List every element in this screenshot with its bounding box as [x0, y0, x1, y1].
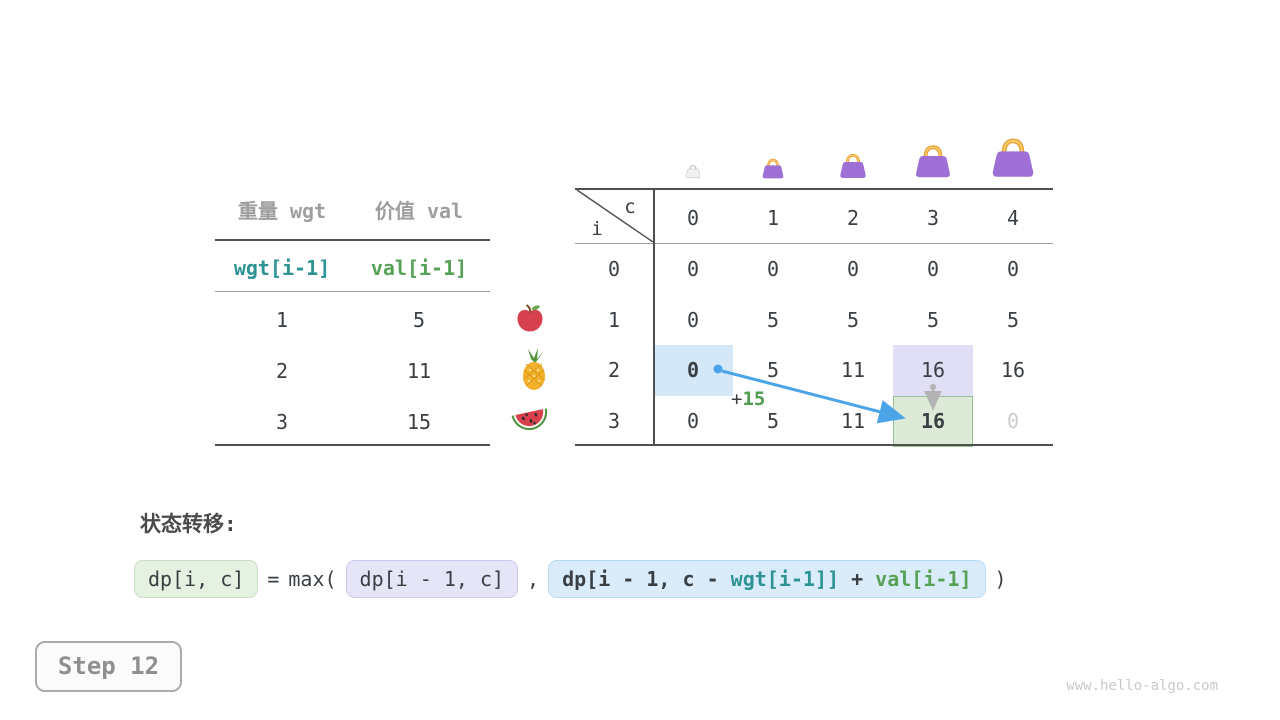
formula-term2-dp: dp[i - 1, c - — [562, 567, 731, 591]
dp-cell: 0 — [686, 257, 700, 281]
formula-close-paren: ) — [994, 567, 1007, 591]
item-2-value: 11 — [406, 359, 432, 383]
dp-cell: 0 — [686, 308, 700, 332]
dp-col-header: 1 — [766, 206, 780, 230]
items-formula-val: val[i-1] — [370, 256, 468, 280]
dp-row-label: 1 — [607, 308, 621, 332]
dp-cell: 5 — [1006, 308, 1020, 332]
dp-cell: 5 — [926, 308, 940, 332]
formula-term1-box: dp[i - 1, c] — [345, 560, 519, 598]
dp-cell: 0 — [846, 257, 860, 281]
dp-col-header: 4 — [1006, 206, 1020, 230]
formula-term2-val: val[i-1] — [875, 567, 972, 591]
items-table-rule-top — [215, 239, 490, 241]
watermelon-icon — [511, 408, 548, 431]
items-header-value: 价值 val — [374, 199, 464, 223]
dp-cell: 0 — [686, 409, 700, 433]
formula-term2-plus: + — [839, 567, 876, 591]
item-1-weight: 1 — [275, 308, 289, 332]
transition-formula: dp[i, c] = max( dp[i - 1, c] , dp[i - 1,… — [134, 560, 1007, 598]
pineapple-icon — [522, 348, 546, 390]
dp-cell-current: 16 — [920, 409, 946, 433]
bag-icon — [992, 138, 1034, 177]
bag-icon — [840, 153, 866, 178]
formula-term2-box: dp[i - 1, c - wgt[i-1]] + val[i-1] — [548, 560, 986, 598]
dp-cell-pending: 0 — [1006, 409, 1020, 433]
dp-cell-source: 0 — [686, 358, 700, 382]
dp-cell: 5 — [846, 308, 860, 332]
item-1-value: 5 — [412, 308, 426, 332]
dp-cell: 5 — [766, 308, 780, 332]
dp-cell: 11 — [840, 409, 866, 433]
dp-cell: 16 — [1000, 358, 1026, 382]
items-table-rule-mid — [215, 291, 490, 292]
dp-cell: 11 — [840, 358, 866, 382]
dp-rule-top — [575, 188, 1053, 190]
step-badge: Step 12 — [35, 641, 182, 692]
formula-max-open: max( — [288, 567, 337, 591]
apple-icon — [517, 304, 543, 332]
item-3-weight: 3 — [275, 410, 289, 434]
transition-value-annotation: +15 — [731, 388, 765, 410]
plus-sign: + — [731, 388, 743, 410]
item-2-weight: 2 — [275, 359, 289, 383]
dp-col-header: 3 — [926, 206, 940, 230]
state-transition-label: 状态转移: — [140, 512, 237, 536]
dp-rule-header — [575, 243, 1053, 244]
bag-ghost-icon — [685, 164, 701, 179]
items-table-rule-bottom — [215, 444, 490, 446]
dp-cell: 0 — [1006, 257, 1020, 281]
items-formula-wgt: wgt[i-1] — [233, 256, 331, 280]
dp-col-header: 0 — [686, 206, 700, 230]
watermark: www.hello-algo.com — [1066, 678, 1218, 694]
items-header-weight: 重量 wgt — [237, 199, 327, 223]
dp-corner-row-label: i — [591, 218, 603, 240]
added-value: 15 — [742, 388, 766, 410]
formula-lhs-box: dp[i, c] — [134, 560, 259, 598]
formula-comma: , — [527, 567, 540, 591]
dp-cell-compare: 16 — [920, 358, 946, 382]
dp-cell: 0 — [766, 257, 780, 281]
formula-equals: = — [267, 567, 280, 591]
dp-rule-bottom — [575, 444, 1053, 446]
dp-cell: 0 — [926, 257, 940, 281]
dp-corner-col-label: c — [624, 196, 636, 218]
dp-row-label: 0 — [607, 257, 621, 281]
dp-col-header: 2 — [846, 206, 860, 230]
dp-row-label: 3 — [607, 409, 621, 433]
dp-rule-vertical — [653, 189, 655, 445]
dp-row-label: 2 — [607, 358, 621, 382]
bag-icon — [762, 158, 784, 179]
bag-icon — [916, 145, 950, 178]
item-3-value: 15 — [406, 410, 432, 434]
formula-term2-wgt: wgt[i-1]] — [730, 567, 840, 591]
